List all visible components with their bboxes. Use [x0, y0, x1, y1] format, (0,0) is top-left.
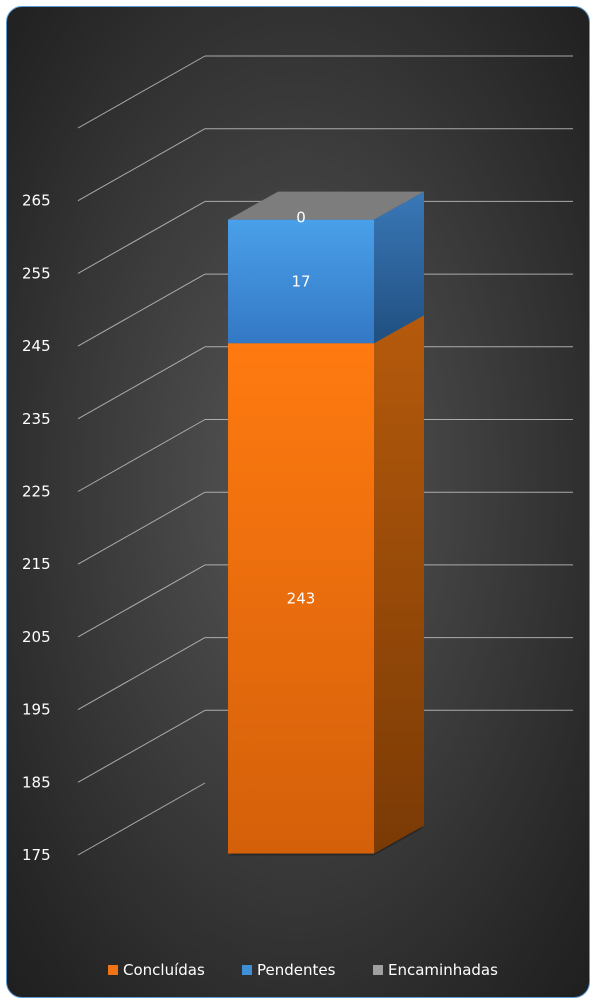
y-tick-label: 225 [22, 483, 51, 501]
bar-segment-pendentes-side [374, 191, 424, 344]
legend-item-encaminhadas-label: Encaminhadas [388, 961, 498, 979]
y-tick-label: 215 [22, 555, 51, 573]
gridline-diagonal [77, 782, 206, 856]
y-tick-label: 245 [22, 337, 51, 355]
legend-item-encaminhadas-swatch [373, 965, 383, 975]
gridline-diagonal [77, 200, 206, 274]
data-label-pendentes: 17 [291, 272, 310, 290]
y-tick-label: 175 [22, 846, 51, 864]
y-tick-label: 185 [22, 773, 51, 791]
y-tick-label: 255 [22, 264, 51, 282]
gridline-diagonal [77, 273, 206, 347]
gridline-diagonal [77, 346, 206, 420]
legend-item-concluidas-swatch [108, 965, 118, 975]
data-label-encaminhadas: 0 [296, 209, 306, 227]
y-tick-label: 195 [22, 701, 51, 719]
gridline-diagonal [77, 637, 206, 711]
gridline-diagonal [77, 564, 206, 638]
legend-item-concluidas-label: Concluídas [123, 961, 205, 979]
gridline-diagonal [77, 419, 206, 492]
bar-segment-pendentes-front [228, 219, 374, 344]
bar-segment-concluidas-side [374, 315, 424, 854]
legend-item-pendentes-label: Pendentes [257, 961, 336, 979]
y-tick-label: 265 [22, 192, 51, 210]
data-label-concluidas: 243 [287, 589, 316, 607]
bar-segment-concluidas-front [228, 343, 374, 854]
gridline-diagonal [77, 55, 206, 129]
legend-item-pendentes-swatch [242, 965, 252, 975]
y-tick-label: 205 [22, 628, 51, 646]
y-tick-label: 235 [22, 410, 51, 428]
gridline-diagonal [77, 128, 206, 202]
gridline-diagonal [77, 491, 206, 565]
gridline-diagonal [77, 709, 206, 783]
bar-top-face [228, 191, 424, 220]
